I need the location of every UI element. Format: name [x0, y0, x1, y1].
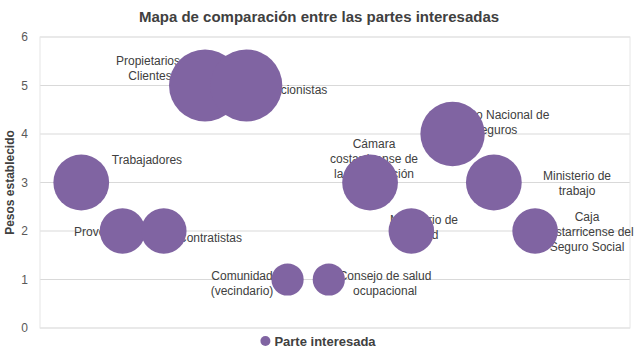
label-line: ocupacional: [353, 284, 417, 298]
point-label: Ministerio detrabajo: [543, 169, 611, 198]
point-label: Contratistas: [178, 231, 242, 245]
label-line: (vecindario): [211, 284, 274, 298]
page: {"chart_data": { "type": "bubble", "titl…: [0, 0, 639, 351]
grid-line: [40, 85, 630, 86]
chart-title: Mapa de comparación entre las partes int…: [139, 8, 499, 25]
label-line: Cámara: [353, 137, 396, 151]
label-line: Consejo de salud: [339, 269, 432, 283]
bubble: [389, 208, 435, 254]
y-tick-label: 5: [21, 79, 28, 93]
y-tick-label: 4: [21, 127, 28, 141]
y-tick-label: 6: [21, 30, 28, 44]
y-tick-label: 0: [21, 321, 28, 335]
plot-frame: [40, 37, 630, 328]
label-line: Comunidad: [211, 269, 272, 283]
label-line: trabajo: [559, 184, 596, 198]
label-line: Seguro Social: [550, 240, 625, 254]
bubble: [512, 208, 558, 254]
y-tick-label: 1: [21, 273, 28, 287]
bubble: [342, 155, 398, 211]
bubble: [210, 50, 282, 122]
y-axis-label: Pesos establecido: [3, 130, 17, 235]
bubble: [271, 263, 303, 295]
point-labels: TrabajadoresProveedoresContratistasPropi…: [74, 54, 634, 298]
bubble: [313, 263, 345, 295]
label-line: Propietarios-: [116, 54, 184, 68]
label-line: Ministerio de: [543, 169, 611, 183]
legend-marker: [260, 336, 270, 346]
legend: Parte interesada: [260, 334, 376, 349]
bubble: [141, 208, 187, 254]
y-tick-label: 3: [21, 176, 28, 190]
point-label: Consejo de saludocupacional: [339, 269, 432, 298]
grid-line: [40, 182, 630, 183]
bubble: [420, 102, 484, 166]
legend-label: Parte interesada: [274, 334, 376, 349]
label-line: Clientes: [128, 69, 171, 83]
label-line: Trabajadores: [112, 153, 182, 167]
y-tick-label: 2: [21, 224, 28, 238]
bubble: [100, 208, 146, 254]
label-line: Caja: [575, 210, 600, 224]
label-line: Contratistas: [178, 231, 242, 245]
bubble: [466, 155, 522, 211]
chart: Mapa de comparación entre las partes int…: [0, 0, 639, 351]
point-label: Comunidad(vecindario): [211, 269, 274, 298]
bubble: [53, 155, 109, 211]
point-label: Trabajadores: [112, 153, 182, 167]
grid-line: [40, 134, 630, 135]
